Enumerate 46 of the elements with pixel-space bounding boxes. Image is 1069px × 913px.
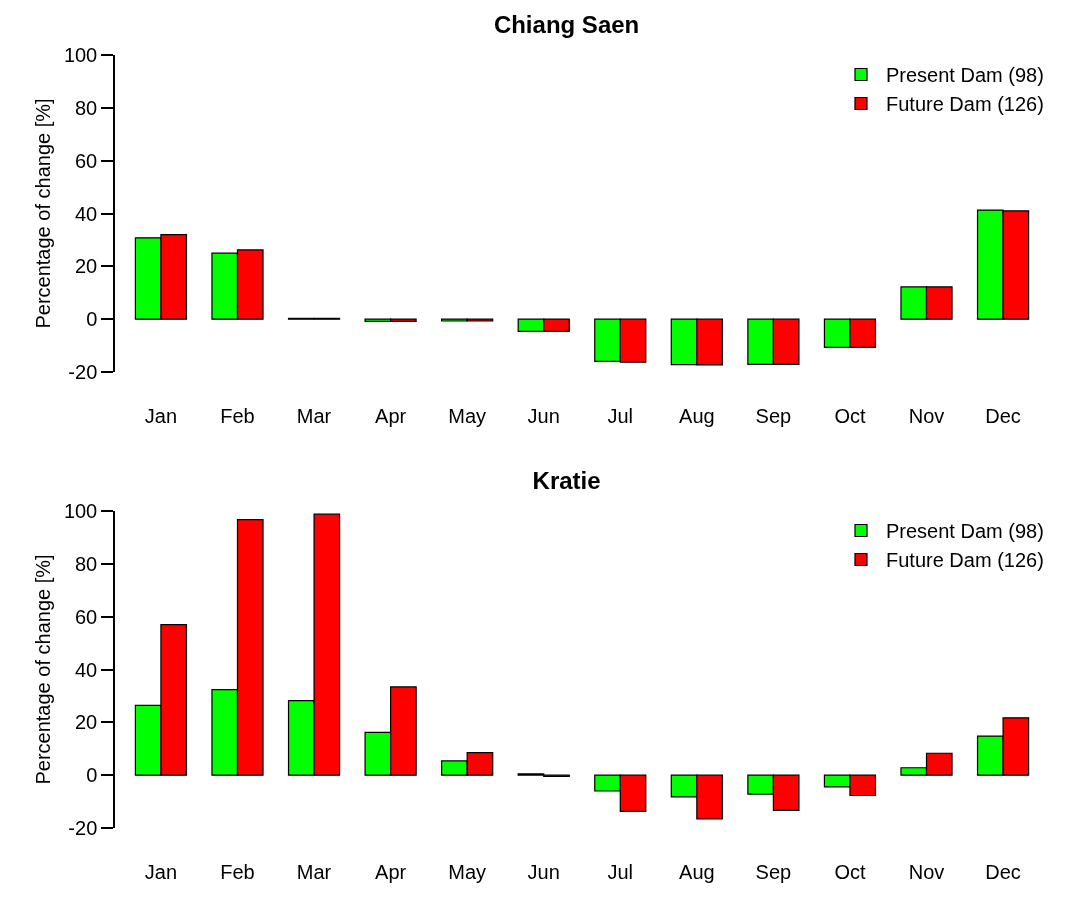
y-tick-label: 40: [75, 202, 98, 225]
y-tick-label: 100: [63, 44, 98, 66]
x-tick-label: Jul: [607, 861, 634, 883]
y-tick-label: 60: [75, 149, 98, 172]
y-tick-label: 80: [75, 552, 98, 575]
y-axis-title: Percentage of change [%]: [31, 98, 54, 329]
y-tick-label: 20: [75, 711, 98, 734]
legend-label: Present Dam (98): [886, 520, 1044, 543]
legend-label: Future Dam (126): [886, 93, 1044, 116]
x-tick-label: Feb: [220, 861, 255, 883]
y-tick-label: 0: [86, 764, 98, 787]
y-axis-title: Percentage of change [%]: [31, 554, 54, 785]
y-tick-label: 100: [63, 500, 98, 522]
x-tick-label: Sep: [755, 405, 792, 427]
x-tick-label: Apr: [375, 861, 407, 883]
x-tick-label: Nov: [908, 405, 945, 427]
y-tick-label: 20: [75, 255, 98, 278]
x-tick-label: Jun: [527, 405, 560, 427]
chart-title: Chiang Saen: [493, 11, 640, 39]
x-tick-label: Aug: [679, 405, 715, 427]
x-tick-label: Mar: [296, 861, 332, 883]
x-tick-label: Jun: [527, 861, 560, 883]
x-tick-label: Nov: [908, 861, 945, 883]
x-tick-label: Sep: [755, 861, 792, 883]
x-tick-label: Jul: [607, 405, 634, 427]
y-tick-label: 40: [75, 658, 98, 681]
chart-title: Kratie: [532, 467, 601, 495]
x-tick-label: Oct: [834, 405, 866, 427]
x-tick-label: Oct: [834, 861, 866, 883]
legend-label: Present Dam (98): [886, 64, 1044, 87]
x-tick-label: Apr: [375, 405, 407, 427]
x-tick-label: May: [448, 405, 487, 427]
y-tick-label: 80: [75, 96, 98, 119]
x-tick-label: Jan: [144, 861, 178, 883]
x-tick-label: Mar: [296, 405, 332, 427]
x-tick-label: Feb: [220, 405, 255, 427]
x-tick-label: Dec: [985, 861, 1021, 883]
y-tick-label: 0: [86, 308, 98, 331]
y-tick-label: -20: [68, 817, 98, 839]
y-tick-label: 60: [75, 605, 98, 628]
y-tick-label: -20: [68, 361, 98, 383]
x-tick-label: Dec: [985, 405, 1021, 427]
x-tick-label: Jan: [144, 405, 178, 427]
legend-label: Future Dam (126): [886, 549, 1044, 572]
x-tick-label: May: [448, 861, 487, 883]
x-tick-label: Aug: [679, 861, 715, 883]
